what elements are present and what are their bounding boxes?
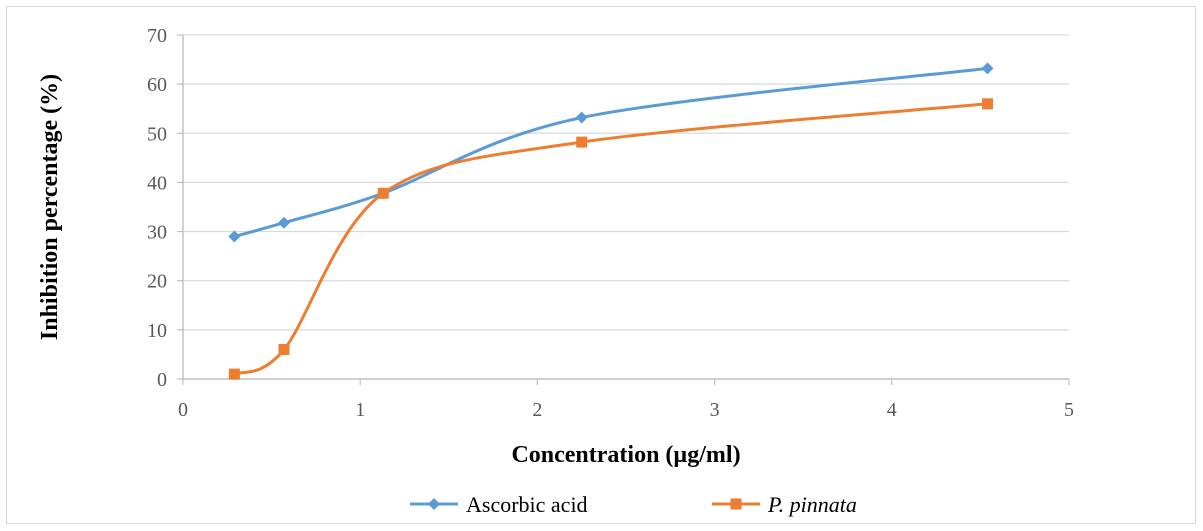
data-point <box>575 111 588 124</box>
legend-marker <box>428 498 440 510</box>
y-tick-label: 50 <box>147 123 167 145</box>
x-axis-title: Concentration (µg/ml) <box>511 442 740 468</box>
x-tick-label: 3 <box>710 399 720 421</box>
x-tick-label: 2 <box>532 399 542 421</box>
legend-label: Ascorbic acid <box>466 492 588 517</box>
legend-label: P. pinnata <box>767 492 857 517</box>
x-tick-label: 5 <box>1064 399 1074 421</box>
x-tick-label: 4 <box>887 399 897 421</box>
series-1 <box>228 98 993 380</box>
y-tick-label: 60 <box>147 74 167 96</box>
series-line <box>233 102 988 376</box>
data-point <box>981 62 994 75</box>
legend-item-1: P. pinnata <box>712 492 857 517</box>
legend: Ascorbic acid P. pinnata <box>410 492 857 517</box>
x-tick-label: 1 <box>355 399 365 421</box>
y-tick-label: 0 <box>157 369 167 391</box>
legend-marker <box>730 498 742 510</box>
data-point <box>278 216 291 229</box>
data-point <box>228 368 240 380</box>
series-group <box>228 62 994 380</box>
y-tick-label: 40 <box>147 172 167 194</box>
data-point <box>981 98 993 110</box>
series-line <box>233 66 988 238</box>
y-tick-label: 30 <box>147 222 167 244</box>
legend-item-0: Ascorbic acid <box>410 492 588 517</box>
chart-frame <box>6 6 1196 524</box>
y-tick-label: 10 <box>147 320 167 342</box>
y-axis-title: Inhibition percentage (%) <box>37 74 63 340</box>
data-point <box>278 344 290 356</box>
x-tick-label: 0 <box>178 399 188 421</box>
series-0 <box>228 62 994 243</box>
data-point <box>228 230 241 243</box>
gridlines <box>183 34 1069 331</box>
y-tick-label: 20 <box>147 271 167 293</box>
axes <box>177 34 1070 385</box>
y-tick-label: 70 <box>147 25 167 47</box>
data-point <box>576 136 588 148</box>
tick-labels: 0 10 20 30 40 50 60 70 0 1 2 3 4 5 <box>147 25 1074 421</box>
data-point <box>377 187 389 199</box>
